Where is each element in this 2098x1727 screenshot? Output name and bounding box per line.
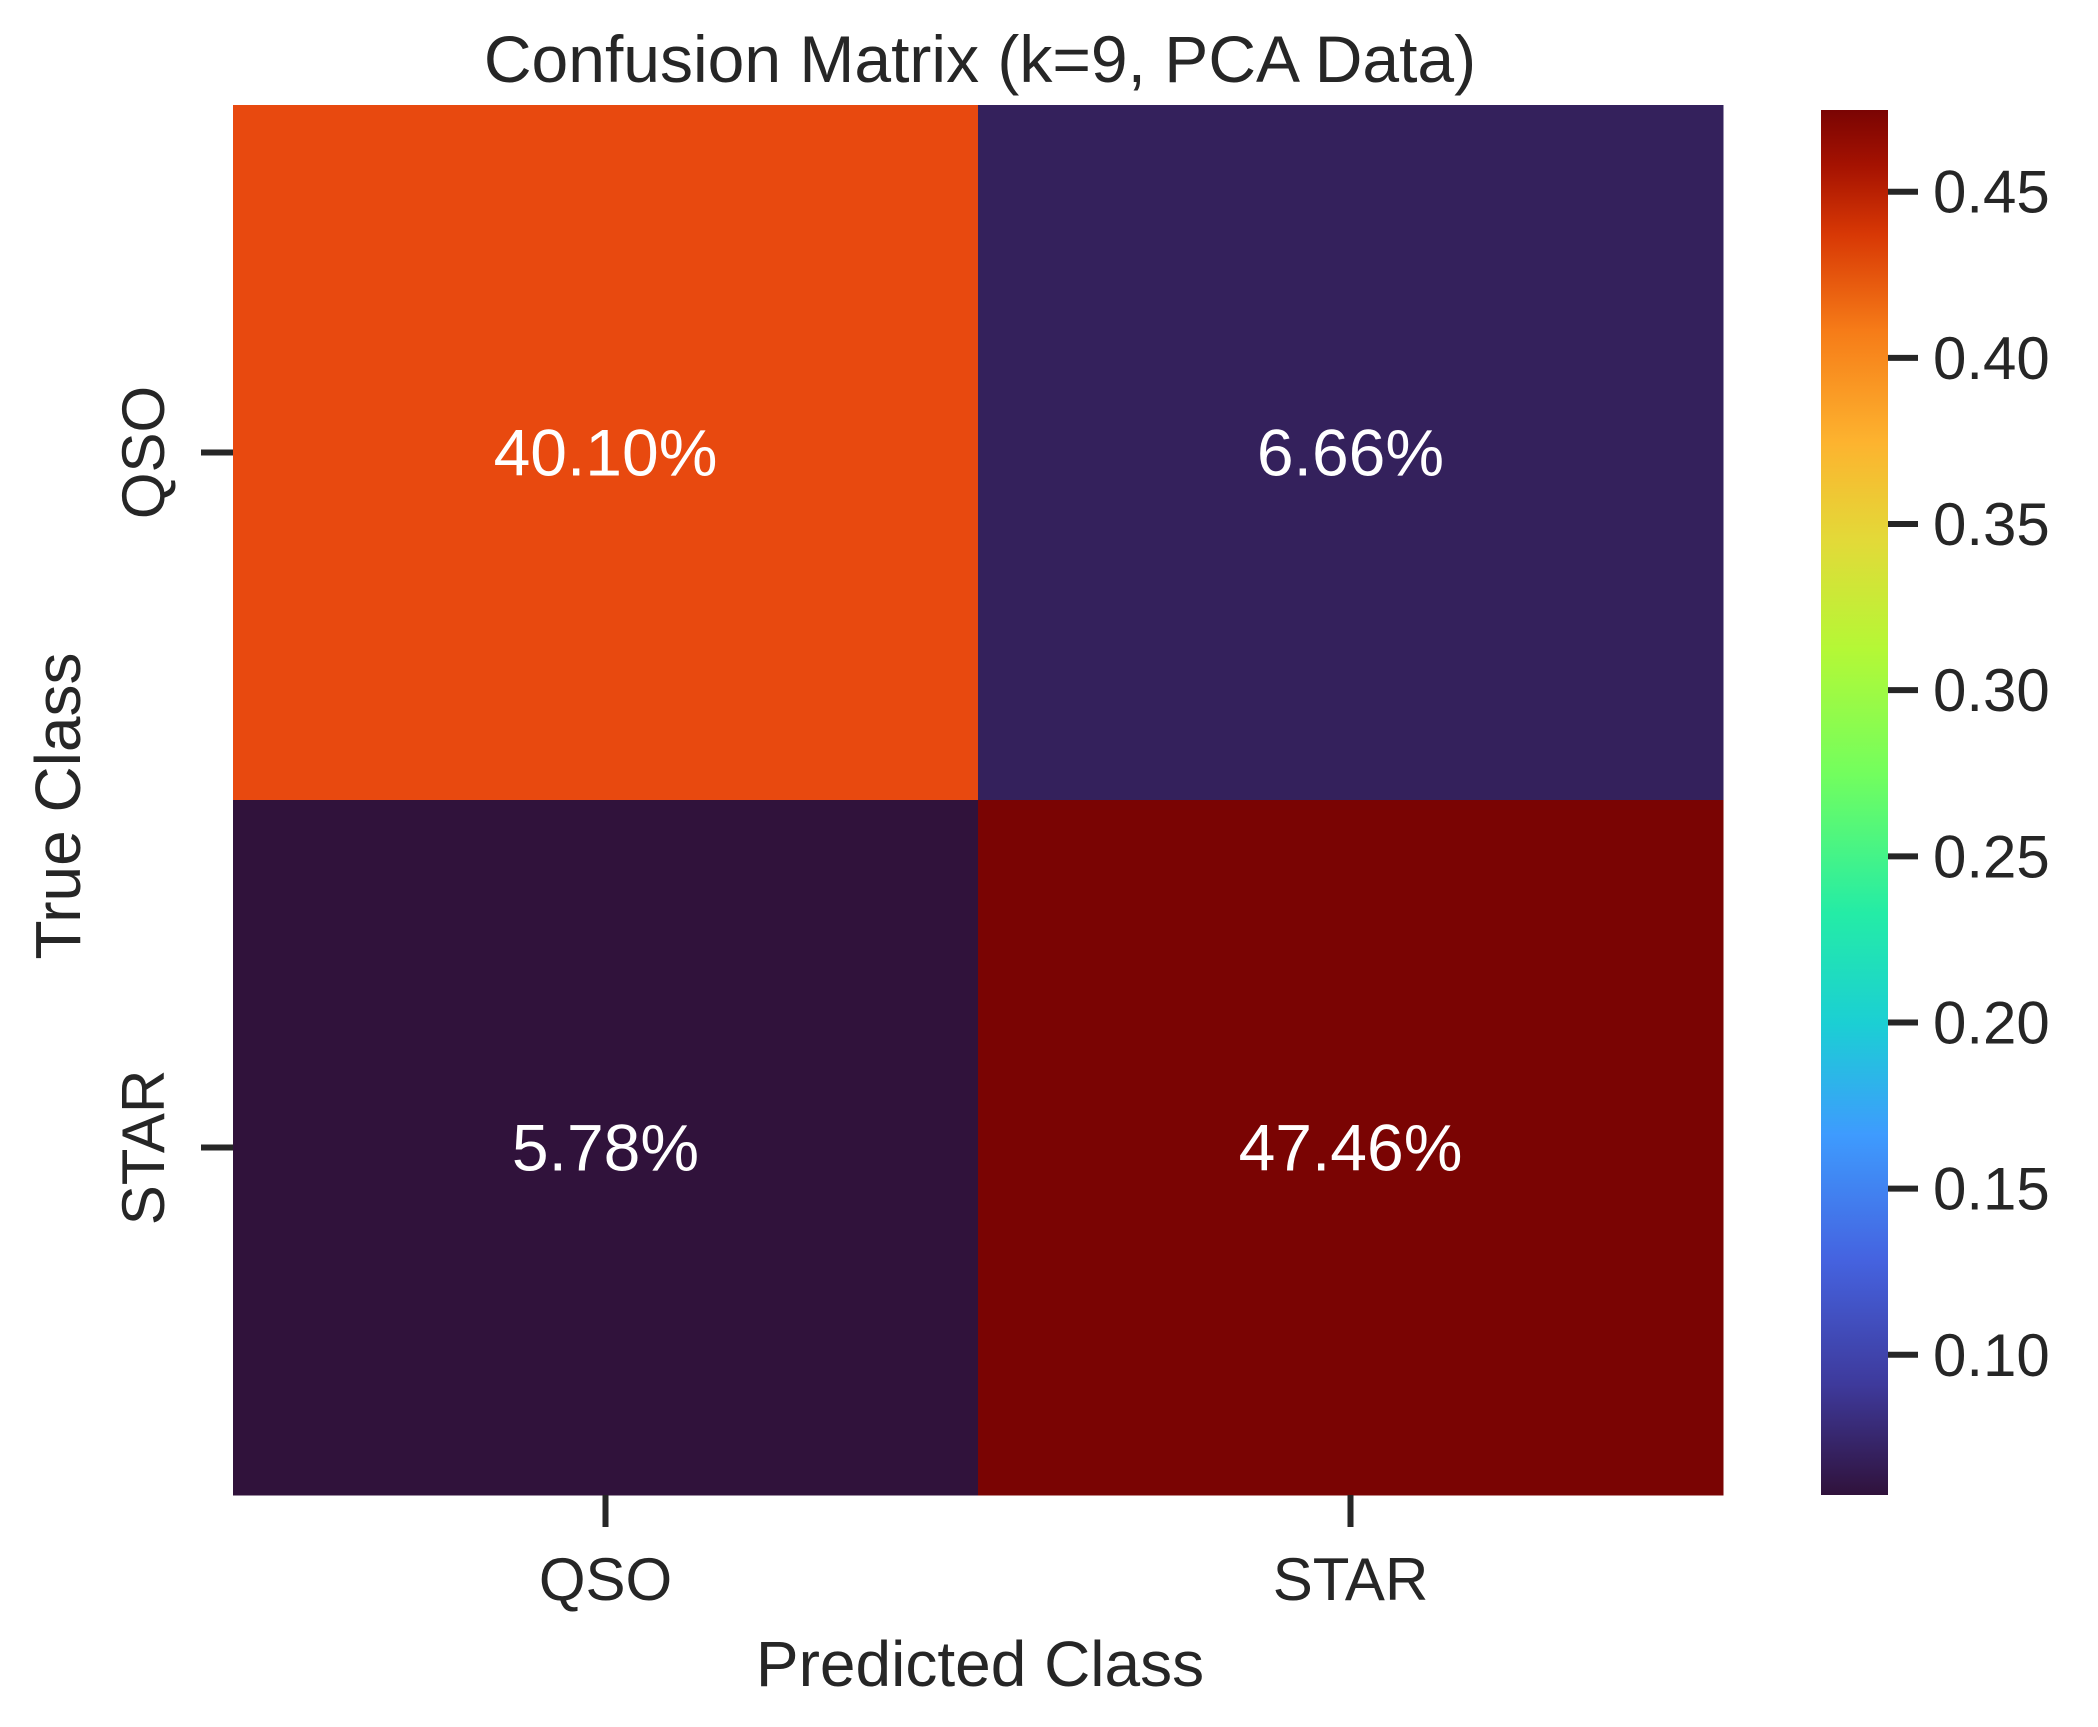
colorbar-ticks: 0.10 0.15 0.20 0.25 0.30 0.35 0.40 0.45 <box>1888 159 2050 1389</box>
cell-label-star-star: 47.46% <box>1239 1111 1463 1185</box>
heatmap-cell-star-qso <box>233 800 979 1496</box>
colorbar-tick-label: 0.10 <box>1933 1322 2050 1389</box>
y-axis-label: True Class <box>22 652 94 959</box>
y-axis: QSO STAR <box>110 386 233 1225</box>
y-tick-label: STAR <box>110 1070 177 1226</box>
colorbar-tick-label: 0.40 <box>1933 325 2050 392</box>
colorbar-tick-label: 0.15 <box>1933 1156 2050 1223</box>
heatmap-cell-qso-star <box>978 105 1724 801</box>
colorbar <box>1821 110 1888 1495</box>
cell-annotations: 40.10% 6.66% 5.78% 47.46% <box>494 416 1463 1185</box>
x-axis: QSO STAR <box>539 1495 1428 1613</box>
colorbar-tick-label: 0.25 <box>1933 823 2050 890</box>
x-axis-label: Predicted Class <box>756 1628 1204 1700</box>
heatmap-cells <box>233 105 1724 1496</box>
colorbar-tick-label: 0.20 <box>1933 989 2050 1056</box>
chart-title: Confusion Matrix (k=9, PCA Data) <box>484 22 1476 96</box>
colorbar-tick-label: 0.45 <box>1933 159 2050 226</box>
colorbar-tick-label: 0.30 <box>1933 657 2050 724</box>
cell-label-qso-qso: 40.10% <box>494 416 718 490</box>
cell-label-qso-star: 6.66% <box>1257 416 1444 490</box>
heatmap-cell-star-star <box>978 800 1724 1496</box>
x-tick-label: QSO <box>539 1546 672 1613</box>
y-tick-label: QSO <box>110 386 177 519</box>
colorbar-tick-label: 0.35 <box>1933 491 2050 558</box>
cell-label-star-qso: 5.78% <box>512 1111 699 1185</box>
x-tick-label: STAR <box>1273 1546 1429 1613</box>
heatmap-cell-qso-qso <box>233 105 979 801</box>
